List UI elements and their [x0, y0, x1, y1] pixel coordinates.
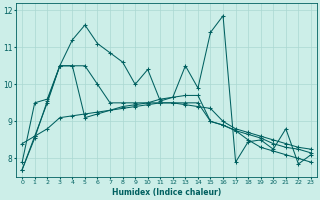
X-axis label: Humidex (Indice chaleur): Humidex (Indice chaleur) — [112, 188, 221, 197]
